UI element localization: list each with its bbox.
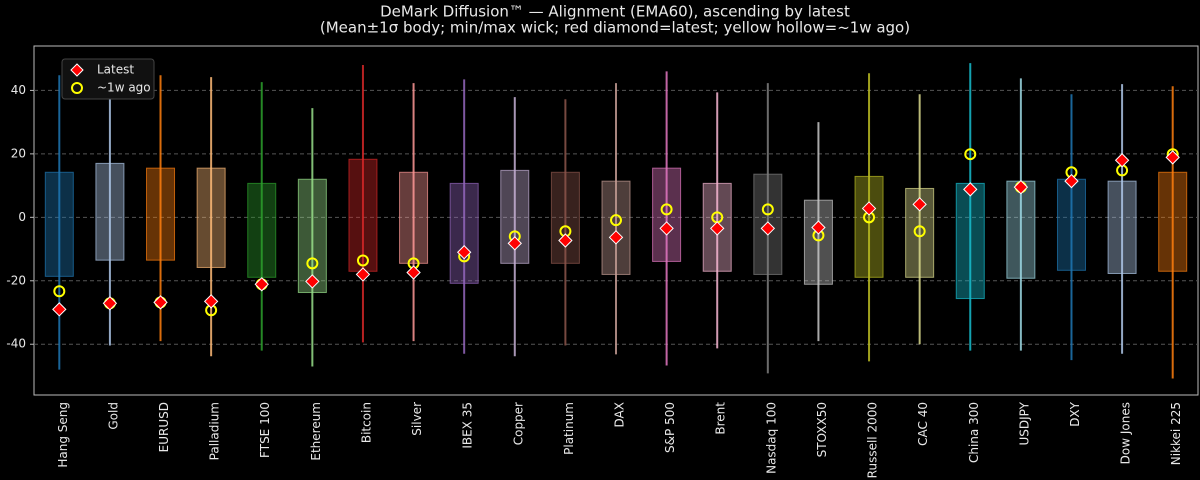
x-tick-label: China 300 [967, 402, 981, 463]
x-tick-label: FTSE 100 [258, 402, 272, 458]
week-ago-marker [761, 203, 774, 216]
legend-label: Latest [97, 63, 134, 77]
body [601, 180, 631, 275]
body [297, 178, 327, 294]
legend-label: ~1w ago [97, 81, 151, 95]
body [955, 182, 985, 300]
body [854, 175, 884, 278]
x-tick-label: Ethereum [309, 402, 323, 461]
latest-marker [811, 220, 826, 235]
x-tick-label: DAX [613, 402, 627, 427]
x-tick-label: Bitcoin [359, 402, 373, 443]
week-ago-marker [306, 257, 319, 270]
week-ago-marker [356, 254, 369, 267]
body [348, 158, 378, 272]
latest-marker [1165, 150, 1180, 165]
week-ago-marker [53, 285, 66, 298]
latest-marker [558, 233, 573, 248]
latest-marker [305, 274, 320, 289]
body [803, 199, 833, 285]
body [449, 182, 479, 284]
plot-frame [33, 45, 1199, 396]
body [1158, 171, 1188, 272]
latest-marker [153, 295, 168, 310]
x-tick-label: Platinum [562, 402, 576, 455]
x-tick-label: Russell 2000 [866, 402, 880, 478]
body [44, 171, 74, 277]
week-ago-marker [610, 214, 622, 227]
x-tick-label: STOXX50 [815, 402, 829, 457]
latest-marker [406, 265, 421, 280]
body [1107, 180, 1137, 274]
legend-swatch [71, 82, 83, 94]
latest-marker [659, 221, 674, 236]
x-tick-label: Gold [106, 402, 120, 430]
y-tick-label: 20 [11, 146, 26, 160]
latest-marker [507, 236, 522, 251]
x-tick-label: Nikkei 225 [1169, 402, 1183, 465]
x-tick-label: Copper [511, 402, 525, 445]
latest-marker [912, 197, 927, 212]
x-tick-label: IBEX 35 [461, 402, 475, 449]
body [1006, 180, 1036, 279]
latest-marker [1114, 153, 1130, 168]
latest-marker [710, 221, 725, 236]
legend-swatch [70, 63, 84, 77]
latest-marker [203, 294, 219, 309]
y-tick-label: -20 [6, 273, 26, 287]
x-tick-label: CAC 40 [916, 402, 930, 446]
chart-title: DeMark Diffusion™ — Alignment (EMA60), a… [380, 3, 850, 21]
latest-marker [963, 182, 978, 197]
x-tick-label: Hang Seng [56, 402, 70, 468]
x-tick-label: Palladium [208, 402, 222, 460]
x-tick-label: USDJPY [1017, 401, 1031, 445]
week-ago-marker [660, 203, 673, 216]
x-tick-label: Nasdaq 100 [764, 402, 778, 474]
x-tick-label: Silver [410, 402, 424, 436]
body [196, 167, 226, 268]
latest-marker [760, 221, 776, 236]
latest-marker [861, 201, 877, 216]
body [247, 182, 277, 278]
x-tick-label: DXY [1068, 401, 1082, 426]
x-tick-label: Brent [714, 402, 728, 435]
x-tick-label: S&P 500 [663, 402, 677, 453]
latest-marker [52, 302, 67, 317]
latest-marker [102, 296, 118, 311]
body [95, 162, 125, 261]
y-tick-label: -40 [6, 337, 26, 351]
legend-box [61, 58, 155, 100]
week-ago-marker [913, 225, 926, 238]
body [399, 171, 429, 264]
latest-marker [1013, 179, 1029, 195]
x-tick-label: Dow Jones [1119, 402, 1133, 464]
y-tick-label: 40 [11, 83, 26, 97]
latest-marker [1064, 173, 1079, 189]
latest-marker [254, 277, 269, 292]
y-tick-label: 0 [18, 210, 26, 224]
latest-marker [456, 245, 472, 260]
body [652, 167, 682, 262]
latest-marker [608, 230, 624, 245]
body [146, 167, 176, 261]
week-ago-marker [964, 148, 977, 161]
body [550, 171, 580, 264]
latest-marker [355, 267, 371, 282]
chart-subtitle: (Mean±1σ body; min/max wick; red diamond… [320, 19, 910, 37]
body [1056, 178, 1086, 271]
x-tick-label: EURUSD [157, 402, 171, 452]
